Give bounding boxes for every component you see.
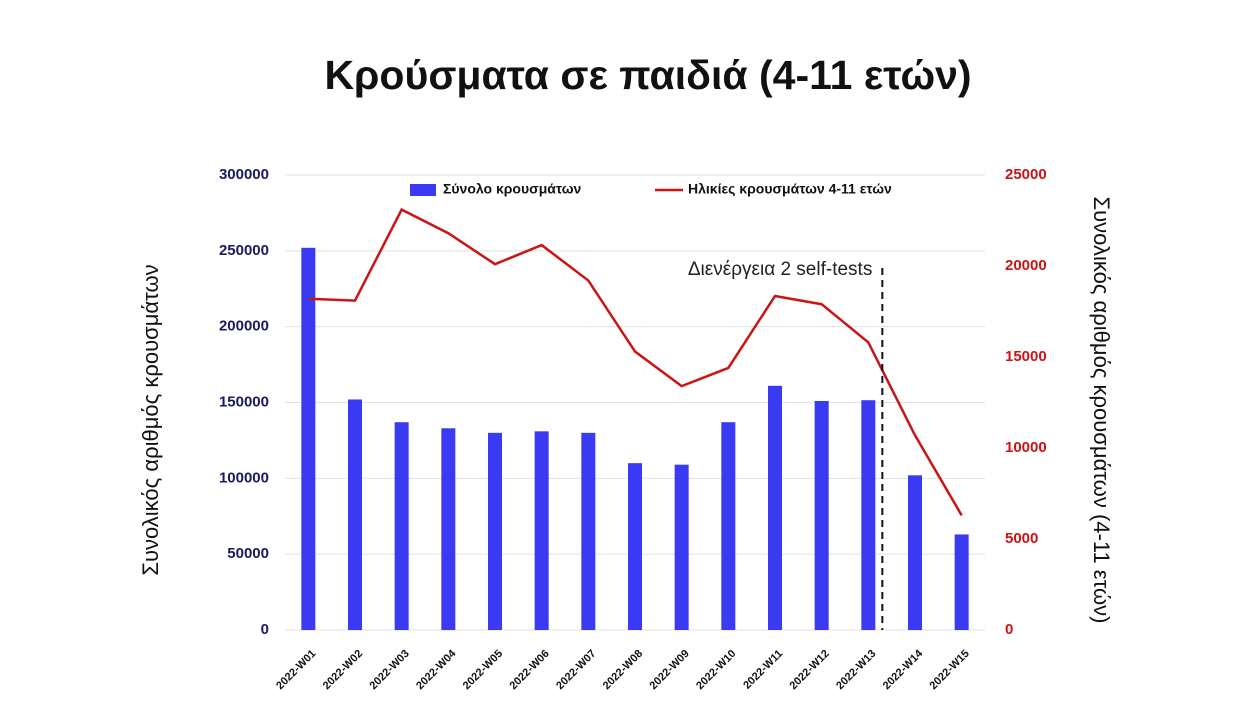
y-tick-label: 200000 xyxy=(219,318,269,335)
y2-tick-label: 10000 xyxy=(1005,439,1047,456)
y-tick-label: 50000 xyxy=(227,545,269,562)
bar xyxy=(954,534,969,630)
bar xyxy=(674,464,689,630)
legend-swatch xyxy=(410,184,436,196)
y2-axis-title: Συνολικός αριθμός κρουσμάτων (4-11 ετών) xyxy=(1089,197,1114,624)
legend-label: Ηλικίες κρουσμάτων 4-11 ετών xyxy=(688,181,892,197)
y-tick-label: 150000 xyxy=(219,393,269,410)
y2-tick-label: 25000 xyxy=(1005,166,1047,183)
bar xyxy=(488,432,502,630)
annotation: Διενέργεια 2 self-tests xyxy=(688,259,872,280)
bar xyxy=(908,475,922,630)
chart-title: Κρούσματα σε παιδιά (4-11 ετών) xyxy=(324,52,971,98)
y2-tick-label: 5000 xyxy=(1005,530,1038,547)
bar xyxy=(628,463,642,630)
bar xyxy=(348,399,362,630)
bar xyxy=(441,428,456,630)
bar xyxy=(534,431,549,630)
y-axis-title: Συνολικός αριθμός κρουσμάτων xyxy=(138,264,163,575)
y2-tick-label: 15000 xyxy=(1005,348,1047,365)
y2-tick-label: 0 xyxy=(1005,621,1013,638)
y-tick-label: 250000 xyxy=(219,242,269,259)
bar xyxy=(394,422,409,630)
line xyxy=(308,207,963,516)
bar xyxy=(814,400,829,630)
y-tick-label: 0 xyxy=(261,621,269,638)
bar xyxy=(861,400,876,630)
bar xyxy=(301,247,316,631)
y2-tick-label: 20000 xyxy=(1005,257,1047,274)
bar xyxy=(581,432,596,630)
y-tick-label: 100000 xyxy=(219,469,269,486)
y-tick-label: 300000 xyxy=(219,166,269,183)
bar xyxy=(721,422,736,630)
bar xyxy=(768,385,782,630)
legend-label: Σύνολο κρουσμάτων xyxy=(443,181,582,197)
